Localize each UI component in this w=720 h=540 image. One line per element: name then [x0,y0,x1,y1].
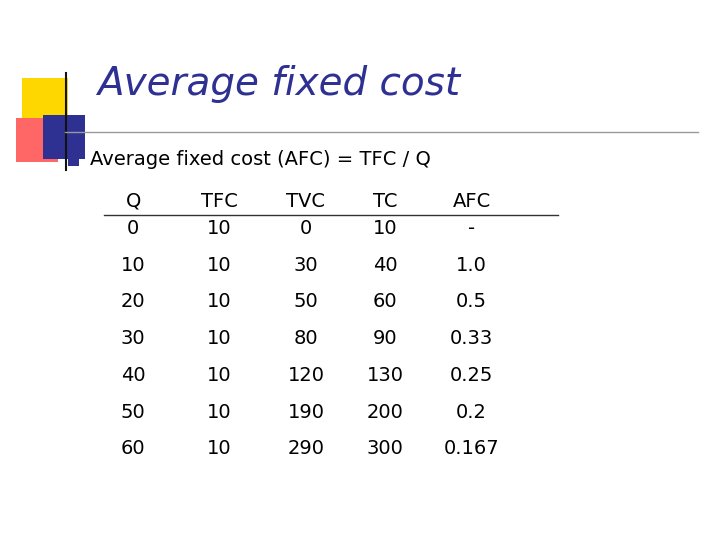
Text: 10: 10 [207,255,232,275]
Text: 60: 60 [121,439,145,458]
Text: 50: 50 [121,402,145,422]
Text: 80: 80 [294,329,318,348]
Text: TVC: TVC [287,192,325,211]
Text: TC: TC [373,192,397,211]
Text: 50: 50 [294,292,318,312]
Text: 200: 200 [366,402,404,422]
Text: 10: 10 [207,402,232,422]
Text: 0.5: 0.5 [456,292,487,312]
Text: 0.33: 0.33 [450,329,493,348]
Text: 190: 190 [287,402,325,422]
Text: 120: 120 [287,366,325,385]
Text: 10: 10 [207,329,232,348]
Text: 60: 60 [373,292,397,312]
Text: 0.25: 0.25 [450,366,493,385]
Text: 10: 10 [121,255,145,275]
Text: 130: 130 [366,366,404,385]
Text: 30: 30 [294,255,318,275]
Text: 10: 10 [373,219,397,238]
Text: 30: 30 [121,329,145,348]
Text: AFC: AFC [452,192,491,211]
Text: 1.0: 1.0 [456,255,487,275]
Text: Average fixed cost (AFC) = TFC / Q: Average fixed cost (AFC) = TFC / Q [90,150,431,170]
Text: 290: 290 [287,439,325,458]
Text: 20: 20 [121,292,145,312]
Text: 40: 40 [121,366,145,385]
Text: Q: Q [125,192,141,211]
Text: 10: 10 [207,292,232,312]
Text: Average fixed cost: Average fixed cost [97,65,460,103]
Text: 300: 300 [366,439,404,458]
Text: 90: 90 [373,329,397,348]
Text: 10: 10 [207,219,232,238]
Text: 0.2: 0.2 [456,402,487,422]
Text: 10: 10 [207,439,232,458]
Text: 0.167: 0.167 [444,439,500,458]
Text: 0: 0 [127,219,140,238]
Text: TFC: TFC [201,192,238,211]
Text: 40: 40 [373,255,397,275]
Text: 10: 10 [207,366,232,385]
Text: -: - [468,219,475,238]
Text: 0: 0 [300,219,312,238]
